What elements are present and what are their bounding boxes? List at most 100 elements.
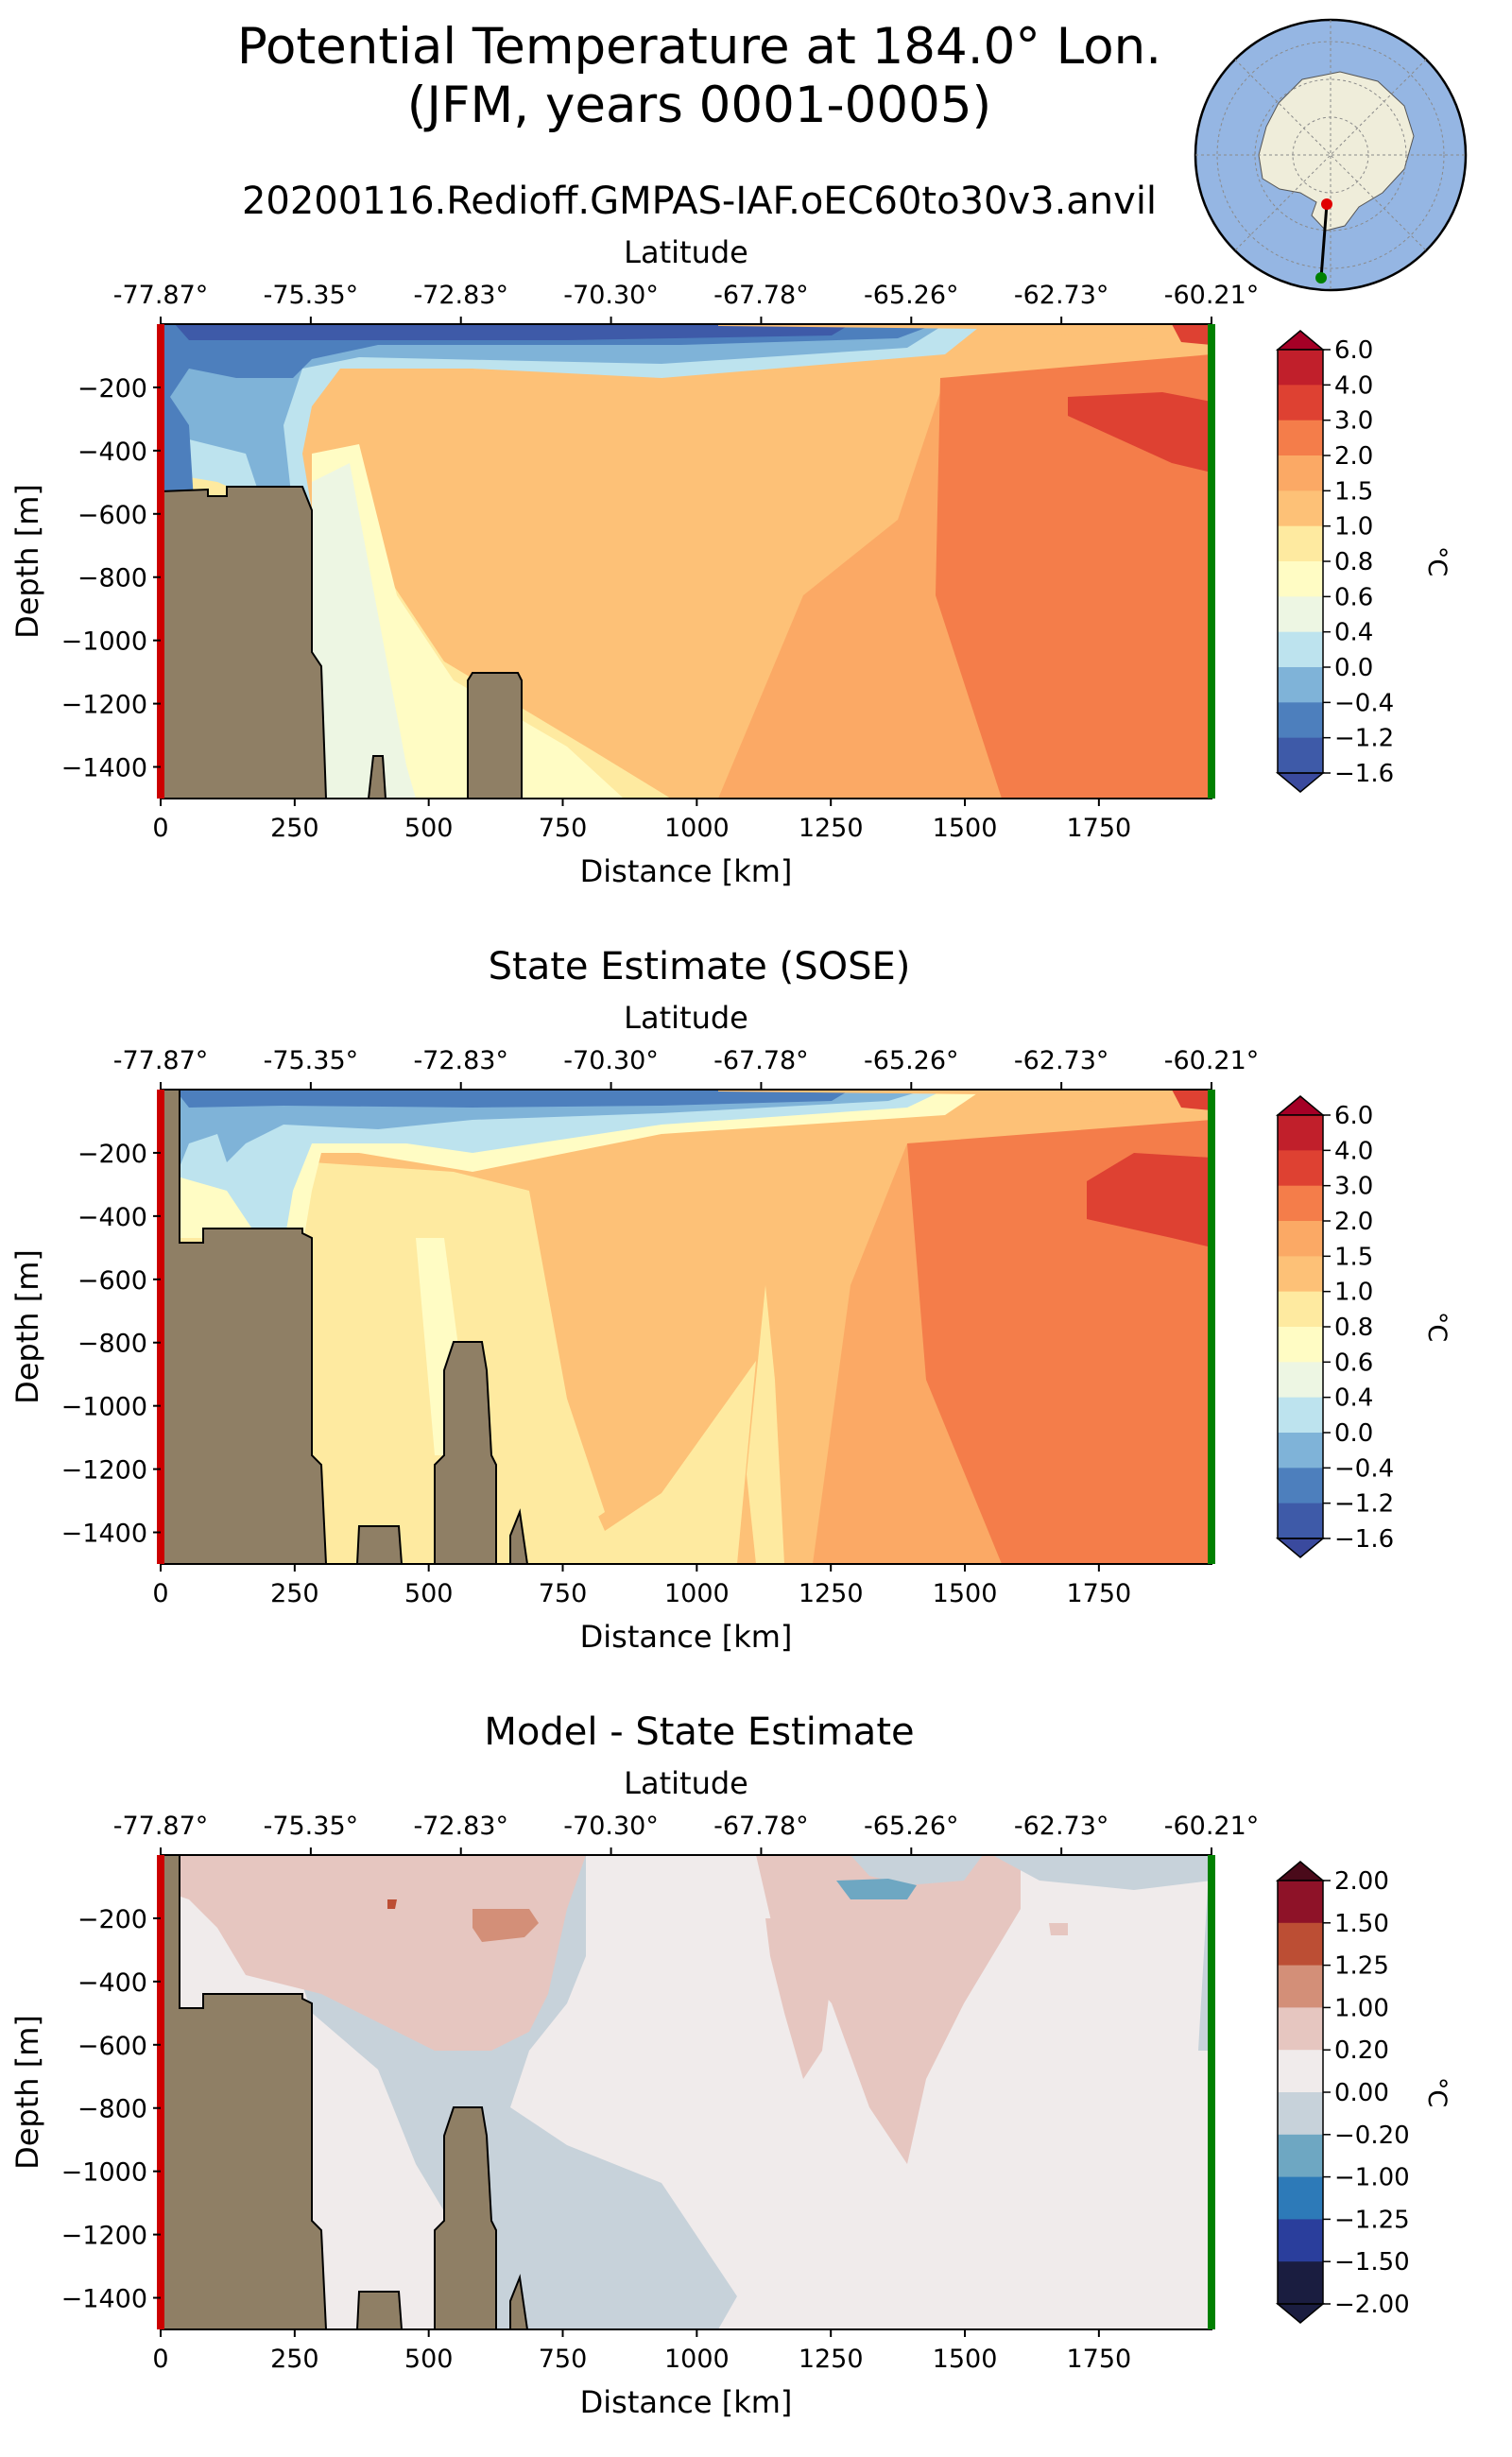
panel-1-colorbar-band (1278, 420, 1323, 456)
panel-3-xtick-label: 750 (539, 2345, 588, 2374)
panel-3-ytick-label: −800 (77, 2095, 147, 2124)
panel-2-latitude-tick-label: -62.73° (1014, 1046, 1109, 1075)
panel-1-colorbar-band (1278, 385, 1323, 421)
panel-3-colorbar-band (1278, 1965, 1323, 2008)
panel-3-ytick-label: −400 (77, 1968, 147, 1998)
panel-2-xtick-label: 500 (404, 1579, 454, 1608)
inset-transect-line (1319, 203, 1329, 279)
panel-3-ocean-contours (161, 1855, 1211, 2329)
panel-3-latitude-tick-label: -60.21° (1164, 1812, 1260, 1841)
inset-transect-end (1315, 272, 1327, 284)
panel-2-colorbar-band (1278, 1256, 1323, 1293)
panel-2-colorbar-tick-label: −0.4 (1334, 1454, 1394, 1483)
panel-1-colorbar-band (1278, 455, 1323, 491)
panel-2-right-edge (1208, 1090, 1215, 1564)
panel-3-colorbar-band (1278, 2261, 1323, 2305)
panel-2-colorbar-min-arrow (1275, 1538, 1326, 1558)
panel-3-ytick-label: −600 (77, 2032, 147, 2061)
panel-1-colorbar-band (1278, 525, 1323, 562)
panel-2-ylabel: Depth [m] (9, 1249, 45, 1404)
panel-1-colorbar-tick-label: 1.5 (1334, 477, 1373, 506)
panel-1-colorbar-tick-label: −1.2 (1334, 725, 1394, 753)
panel-2-xtick-label: 250 (270, 1579, 319, 1608)
panel-3-colorbar-min-arrow (1275, 2303, 1326, 2324)
panel-1-colorbar-tick-label: 4.0 (1334, 371, 1373, 400)
panel-3-latitude-tick-label: -62.73° (1014, 1812, 1109, 1841)
panel-1-right-edge (1208, 324, 1215, 799)
panel-1-colorbar-tick-label: 6.0 (1334, 336, 1373, 365)
panel-1-xtick-label: 250 (270, 814, 319, 843)
panel-1-latitude-tick-label: -72.83° (413, 281, 508, 310)
panel-3-colorbar-tick-label: −1.00 (1334, 2164, 1410, 2192)
panel-1-ylabel: Depth [m] (9, 484, 45, 639)
panel-1-latitude-tick-label: -70.30° (563, 281, 659, 310)
panel-3-colorbar-label: °C (1422, 2077, 1452, 2107)
panel-3-colorbar-band (1278, 2176, 1323, 2220)
panel-1-colorbar-tick-label: 3.0 (1334, 407, 1373, 436)
panel-3-xtick-label: 1250 (799, 2345, 864, 2374)
panel-3: 0 250 500 750 1000 1250 1500 1750 −200 −400 −600 −8… (9, 1767, 1452, 2420)
panel-3-colorbar-band (1278, 2219, 1323, 2262)
panel-2-colorbar-tick-label: −1.2 (1334, 1490, 1394, 1519)
panel-2-colorbar-tick-label: 0.0 (1334, 1419, 1373, 1448)
panel-2-ytick-label: −400 (77, 1203, 147, 1232)
panel-2-colorbar-tick-label: 1.0 (1334, 1279, 1373, 1307)
panel-1-colorbar-band (1278, 631, 1323, 668)
panel-2-colorbar-tick-label: −1.6 (1334, 1525, 1394, 1554)
panel-2-colorbar-band (1278, 1150, 1323, 1187)
panel-2-colorbar-max-arrow (1275, 1095, 1326, 1116)
panel-1-xlabel: Distance [km] (580, 853, 793, 889)
panel-2-colorbar-tick-label: 0.6 (1334, 1349, 1373, 1377)
panel-3-colorbar-tick-label: 1.50 (1334, 1910, 1389, 1938)
panel-3-left-edge (157, 1855, 164, 2329)
panel-2-ytick-label: −200 (77, 1140, 147, 1169)
panel-1-colorbar-tick-label: 0.4 (1334, 619, 1373, 647)
panel-2-colorbar-tick-label: 1.5 (1334, 1243, 1373, 1271)
panel-1-colorbar-tick-label: 0.6 (1334, 583, 1373, 611)
panel-2-colorbar-tick-label: 3.0 (1334, 1173, 1373, 1201)
panel-2-colorbar-tick-label: 0.4 (1334, 1384, 1373, 1413)
panel-1-colorbar-tick-label: 1.0 (1334, 513, 1373, 541)
panel-2-colorbar-band (1278, 1221, 1323, 1257)
panel-1-colorbar-tick-label: 2.0 (1334, 442, 1373, 471)
panel-2-title: State Estimate (SOSE) (488, 945, 911, 988)
panel-1-colorbar-tick-label: −0.4 (1334, 689, 1394, 717)
panel-1-latitude-tick-label: -67.78° (713, 281, 809, 310)
panel-1-ytick-label: −200 (77, 374, 147, 404)
panel-1-colorbar-label: °C (1422, 546, 1452, 576)
panel-3-land (161, 1855, 529, 2329)
panel-3-title: Model - State Estimate (484, 1710, 915, 1754)
panel-3-ytick-label: −1400 (61, 2285, 147, 2314)
panel-2-ytick-label: −1400 (61, 1520, 147, 1549)
panel-3-colorbar-band (1278, 2050, 1323, 2093)
panel-2-latitude-tick-label: -70.30° (563, 1046, 659, 1075)
panel-2-latitude-tick-label: -77.87° (113, 1046, 209, 1075)
panel-1-ocean-contours (161, 324, 1211, 799)
inset-graticule (1195, 20, 1466, 290)
panel-1-ytick-label: −600 (77, 501, 147, 530)
panel-1-latitude-axis-label: Latitude (624, 236, 748, 270)
panel-2-colorbar-band (1278, 1503, 1323, 1539)
panel-2-land (161, 1090, 529, 1564)
panel-1-xtick-label: 1250 (799, 814, 864, 843)
panel-2-ytick-label: −800 (77, 1330, 147, 1359)
panel-3-colorbar-max-arrow (1275, 1861, 1326, 1881)
panel-3-latitude-tick-label: -77.87° (113, 1812, 209, 1841)
panel-1-colorbar-band (1278, 350, 1323, 386)
panel-3-latitude-tick-label: -70.30° (563, 1812, 659, 1841)
panel-3-latitude-axis-label: Latitude (624, 1767, 748, 1801)
panel-3-colorbar-band (1278, 2134, 1323, 2178)
panel-1-ytick-label: −1000 (61, 627, 147, 657)
panel-1-xtick-label: 1750 (1066, 814, 1131, 843)
panel-2-colorbar-band (1278, 1115, 1323, 1151)
panel-2-xtick-label: 1500 (933, 1579, 998, 1608)
inset-antarctica (1258, 71, 1415, 232)
panel-3-colorbar-tick-label: −0.20 (1334, 2122, 1410, 2150)
panel-3-latitude-tick-label: -75.35° (264, 1812, 359, 1841)
panel-1-latitude-tick-label: -65.26° (864, 281, 959, 310)
panel-2-ytick-label: −1000 (61, 1393, 147, 1422)
panel-2-colorbar-band (1278, 1185, 1323, 1222)
panel-3-latitude-tick-label: -67.78° (713, 1812, 809, 1841)
panel-1-xtick-label: 750 (539, 814, 588, 843)
panel-1-ytick-label: −1200 (61, 691, 147, 720)
